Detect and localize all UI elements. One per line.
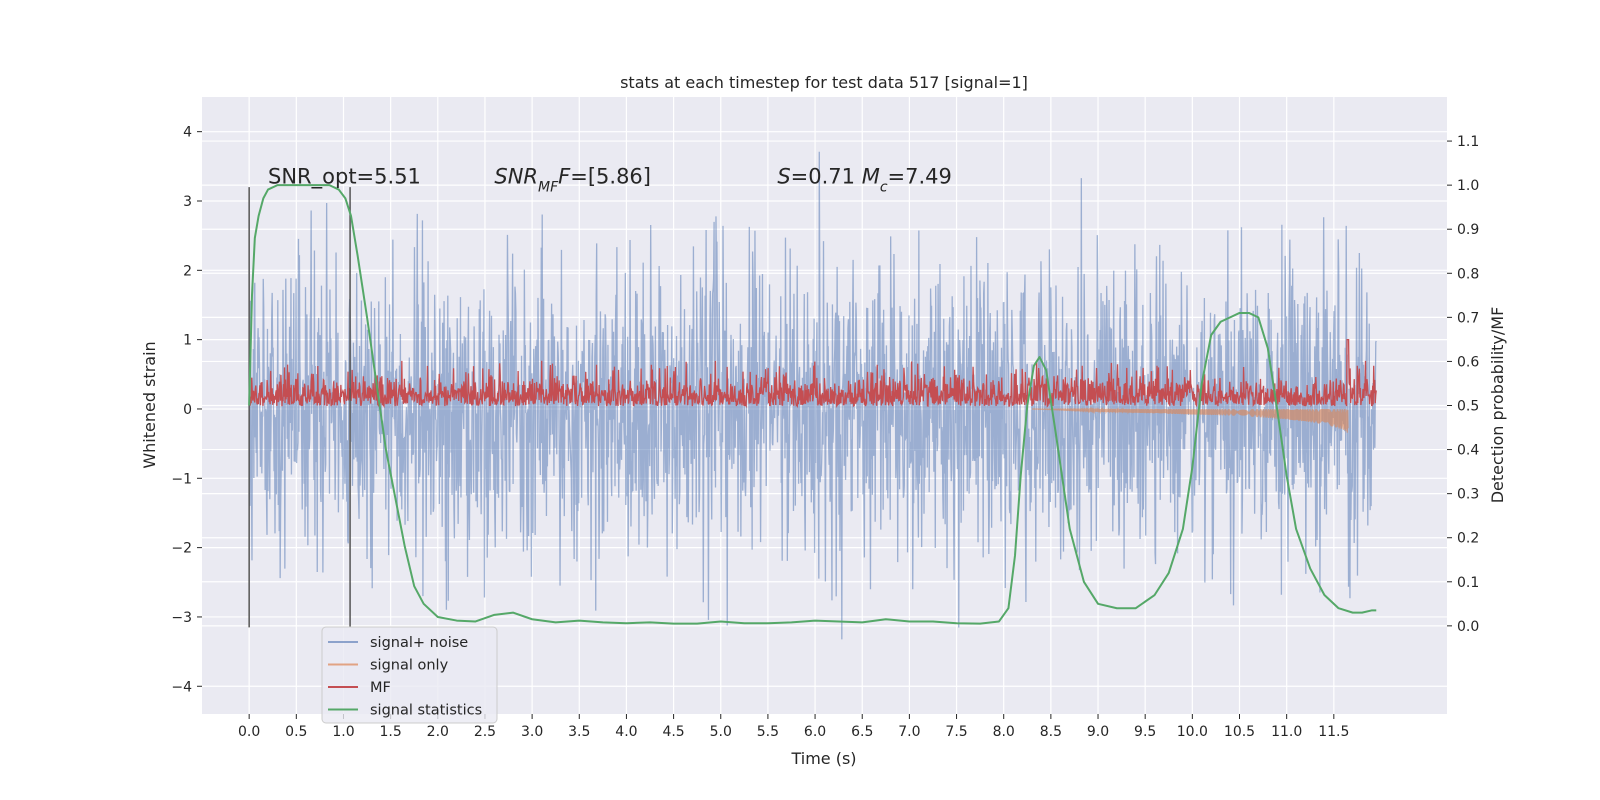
y2-axis-label: Detection probability/MF: [1488, 307, 1507, 504]
annotation-part: c: [880, 180, 888, 196]
signal-statistics-series: [248, 184, 1377, 625]
y2-axis-ticks: 1.1 1.0 0.9 0.8 0.7 0.6 0.5 0.4 0.3 0.2 0.1 0.0: [1447, 134, 1479, 635]
annotation-part: =7.49: [888, 165, 952, 189]
annotation-part: M: [862, 165, 880, 189]
y2-tick-label: 0.4: [1457, 443, 1479, 459]
x-tick-label: 5.5: [757, 724, 779, 740]
annotation-3: S=0.71 Mc=7.49: [777, 165, 952, 196]
x-tick-label: 7.0: [898, 724, 920, 740]
y-axis-ticks: 4 3 2 1 0 −1 −2 −3 −4: [171, 125, 202, 695]
y2-tick-label: 0.6: [1457, 354, 1479, 370]
y2-tick-label: 0.2: [1457, 531, 1479, 547]
x-tick-label: 7.5: [945, 724, 967, 740]
x-tick-label: 9.0: [1087, 724, 1109, 740]
annotation-part: SNR: [494, 165, 538, 189]
x-axis-label: Time (s): [790, 749, 856, 768]
annotation-part: F: [558, 165, 571, 189]
x-tick-label: 10.0: [1177, 724, 1208, 740]
x-tick-label: 2.0: [427, 724, 449, 740]
y-tick-label: 1: [183, 333, 192, 349]
y2-tick-label: 0.3: [1457, 487, 1479, 503]
y-tick-label: 2: [183, 263, 192, 279]
x-axis-ticks: 0.0 0.5 1.0 1.5 2.0 2.5 3.0 3.5 4.0 4.5 5.0 5.5 6.0 6…: [238, 714, 1349, 740]
y-tick-label: 0: [183, 402, 192, 418]
x-tick-label: 2.5: [474, 724, 496, 740]
y2-tick-label: 1.1: [1457, 134, 1479, 150]
signal-statistics-line: [248, 184, 1377, 625]
chart-title: stats at each timestep for test data 517…: [620, 73, 1028, 92]
annotation-part: =0.71: [791, 165, 862, 189]
y-tick-label: 4: [183, 125, 192, 141]
x-tick-label: 11.5: [1318, 724, 1349, 740]
x-tick-label: 0.0: [238, 724, 260, 740]
legend-label: signal statistics: [370, 703, 482, 719]
x-tick-label: 8.5: [1040, 724, 1062, 740]
signal-only-line: [1032, 406, 1349, 433]
signal-only-series: [1032, 406, 1349, 433]
y-tick-label: −3: [171, 610, 192, 626]
signal-noise-series: [248, 151, 1377, 640]
x-tick-label: 0.5: [285, 724, 307, 740]
y-axis-label: Whitened strain: [140, 341, 159, 468]
legend-label: signal only: [370, 658, 449, 674]
annotation-part: MF: [538, 180, 559, 196]
x-tick-label: 5.0: [710, 724, 732, 740]
marker-lines: [248, 187, 351, 628]
x-tick-label: 1.5: [380, 724, 402, 740]
y-tick-label: −2: [171, 541, 192, 557]
x-tick-label: 6.5: [851, 724, 873, 740]
x-tick-label: 11.0: [1271, 724, 1302, 740]
legend-label: MF: [370, 680, 391, 696]
signal-noise-line: [248, 151, 1377, 640]
y2-tick-label: 0.8: [1457, 266, 1479, 282]
annotations: SNR_opt=5.51 SNRMFF=[5.86] S=0.71 Mc=7.49: [268, 165, 952, 196]
y-tick-label: −4: [171, 679, 192, 695]
x-tick-label: 3.0: [521, 724, 543, 740]
y2-tick-label: 0.0: [1457, 619, 1479, 635]
y2-tick-label: 0.7: [1457, 310, 1479, 326]
mf-line: [248, 338, 1377, 409]
y-tick-label: 3: [183, 194, 192, 210]
y2-tick-label: 0.9: [1457, 222, 1479, 238]
annotation-part: S: [777, 165, 790, 189]
annotation-2: SNRMFF=[5.86]: [494, 165, 651, 196]
annotation-part: =[5.86]: [570, 165, 651, 189]
x-tick-label: 8.0: [993, 724, 1015, 740]
y2-tick-label: 0.5: [1457, 399, 1479, 415]
annotation-part: SNR_opt=5.51: [268, 165, 421, 190]
y2-tick-label: 0.1: [1457, 575, 1479, 591]
x-tick-label: 6.0: [804, 724, 826, 740]
x-tick-label: 1.0: [332, 724, 354, 740]
x-tick-label: 4.5: [662, 724, 684, 740]
x-tick-label: 9.5: [1134, 724, 1156, 740]
x-tick-label: 4.0: [615, 724, 637, 740]
x-tick-label: 10.5: [1224, 724, 1255, 740]
annotation-1: SNR_opt=5.51: [268, 165, 421, 190]
legend-label: signal+ noise: [370, 635, 468, 651]
y2-tick-label: 1.0: [1457, 178, 1479, 194]
mf-series: [248, 338, 1377, 409]
x-tick-label: 3.5: [568, 724, 590, 740]
legend: signal+ noise signal only MF signal statist…: [321, 626, 498, 724]
y-tick-label: −1: [171, 471, 192, 487]
legend-box: [321, 626, 498, 724]
